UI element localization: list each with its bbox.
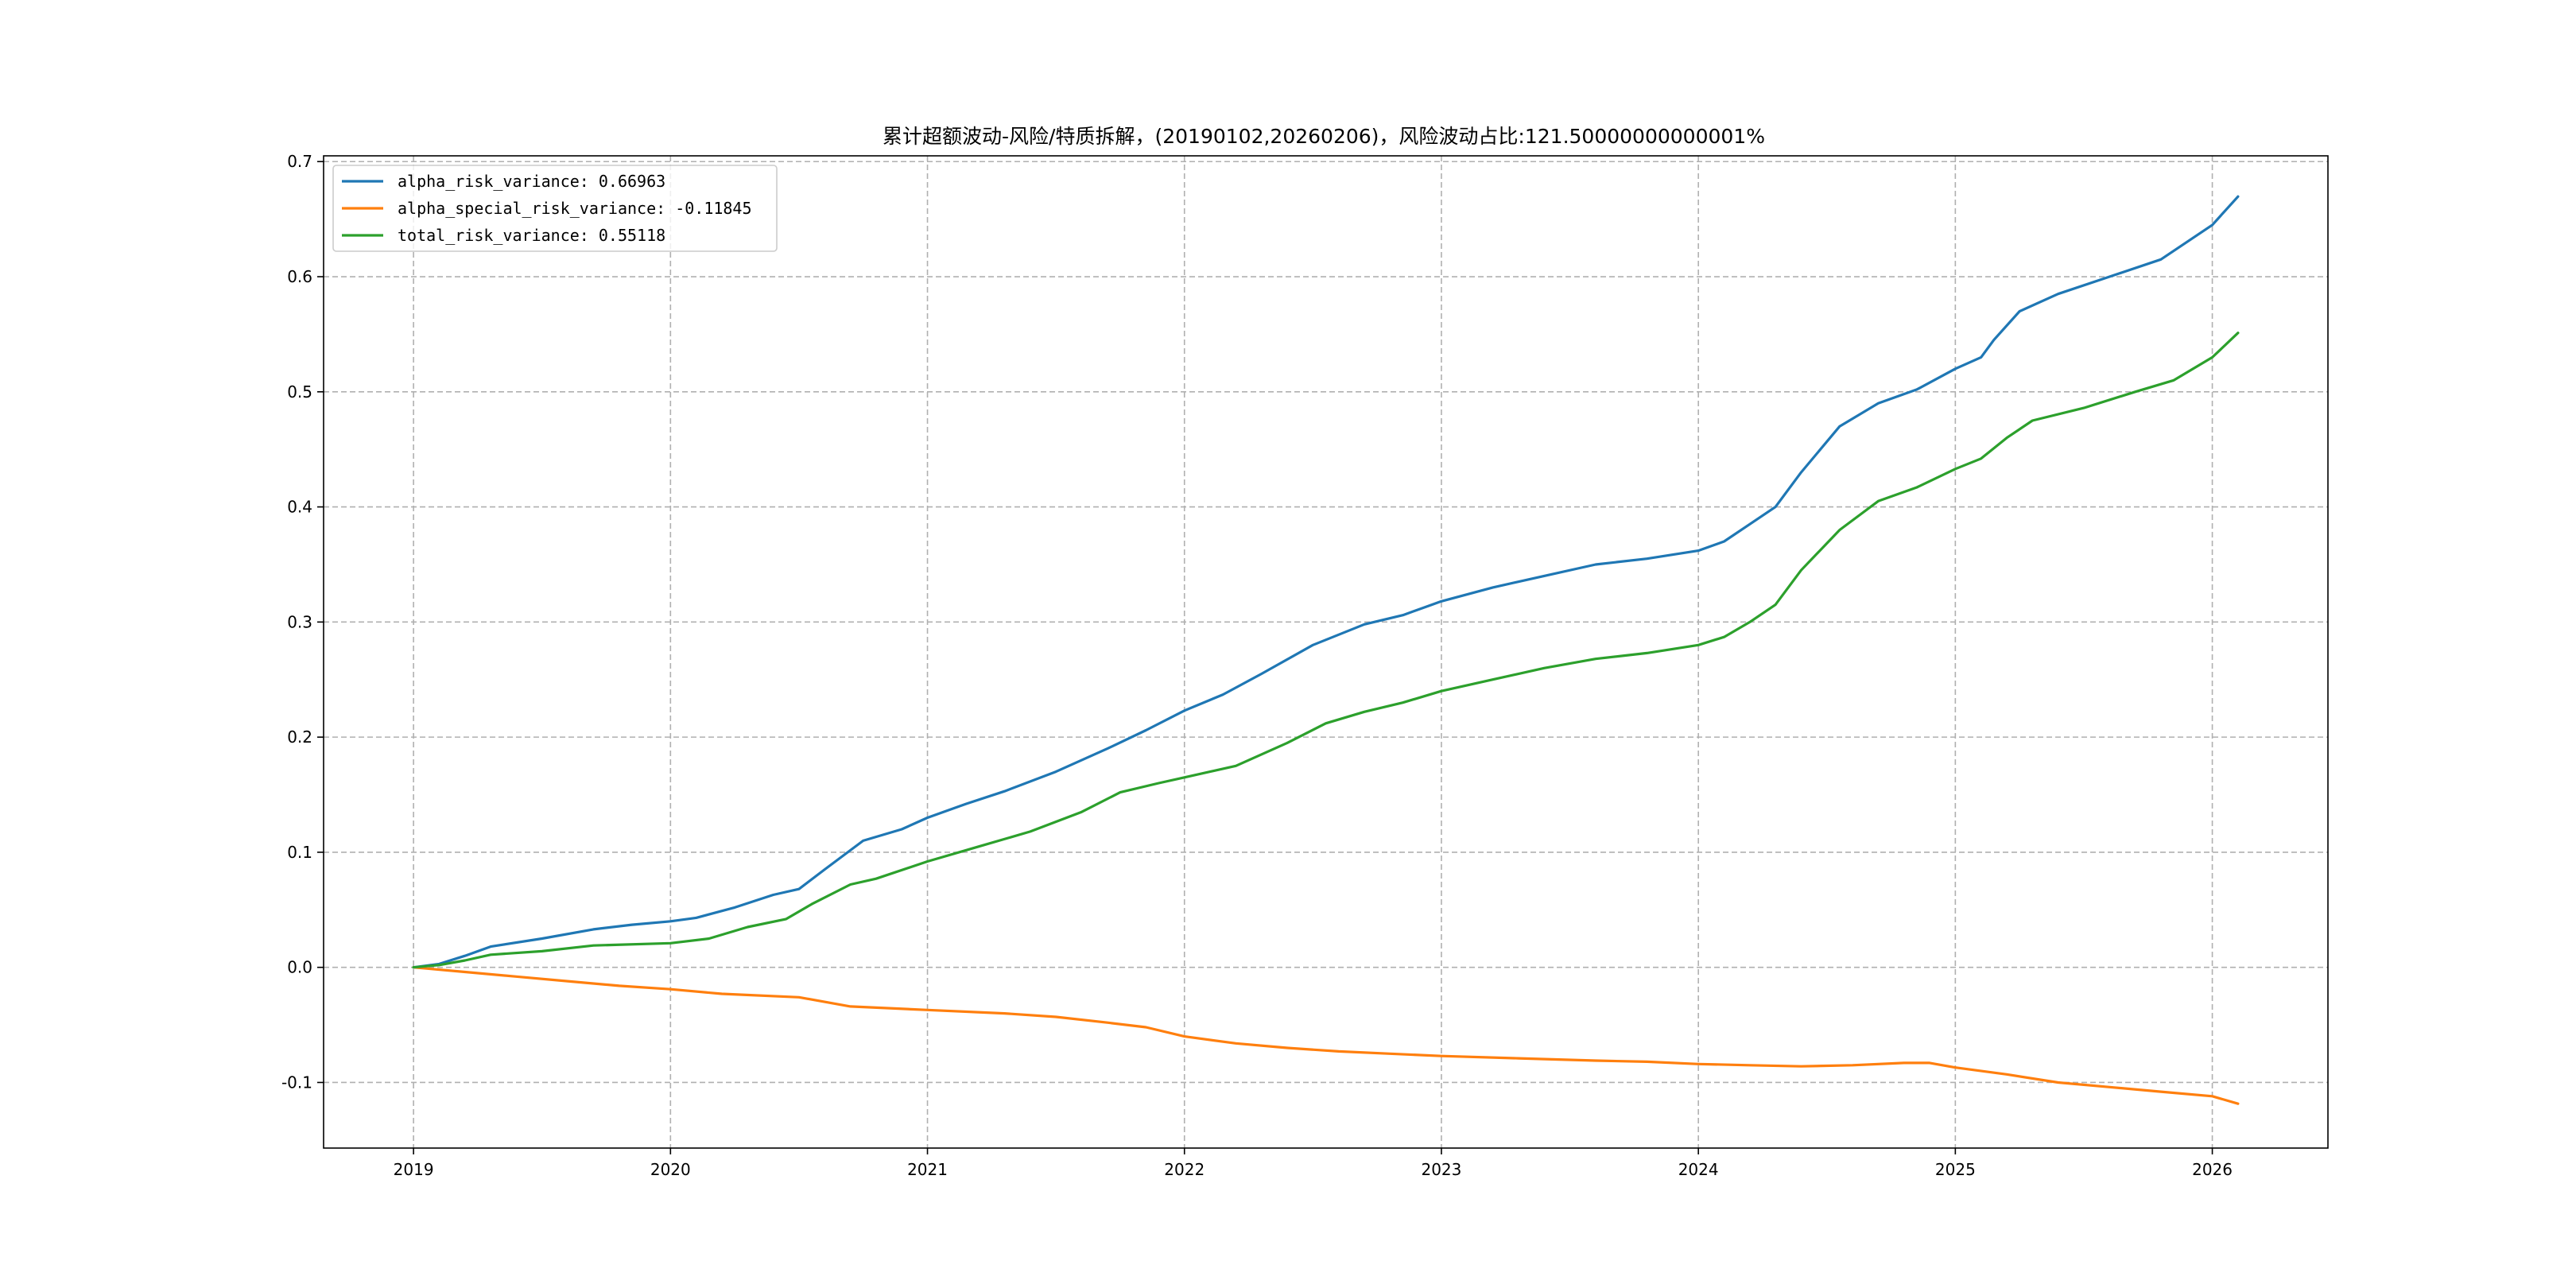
x-tick-label: 2021 [907, 1160, 948, 1179]
series-line-1 [412, 966, 2240, 1105]
chart-title: 累计超额波动-风险/特质拆解，(20190102,20260206)，风险波动占… [883, 125, 1765, 148]
x-tick-label: 2020 [650, 1160, 691, 1179]
y-tick-label: 0.6 [287, 267, 312, 286]
series-line-2 [412, 332, 2240, 969]
y-tick-label: 0.1 [287, 843, 312, 862]
y-tick-label: 0.5 [287, 382, 312, 402]
axis-ticks: 2019 2020 2021 2022 2023 2024 2025 2026 -0.1 0.0 0… [281, 152, 2233, 1179]
series-lines [412, 195, 2240, 1105]
plot-area-frame [323, 155, 2329, 1149]
x-tick-label: 2025 [1935, 1160, 1976, 1179]
y-tick-label: 0.3 [287, 612, 312, 631]
y-tick-label: 0.4 [287, 498, 312, 517]
legend-label-1: alpha_special_risk_variance: -0.11845 [398, 199, 752, 218]
legend: alpha_risk_variance: 0.66963 alpha_specia… [332, 165, 778, 252]
grid-lines [324, 156, 2328, 1148]
legend-box [332, 165, 778, 252]
x-tick-label: 2024 [1678, 1160, 1719, 1179]
x-tick-label: 2023 [1421, 1160, 1461, 1179]
y-tick-label: 0.0 [287, 958, 312, 977]
x-tick-label: 2019 [394, 1160, 434, 1179]
y-tick-label: -0.1 [281, 1073, 312, 1092]
y-tick-label: 0.2 [287, 727, 312, 747]
legend-label-0: alpha_risk_variance: 0.66963 [398, 172, 665, 191]
x-tick-label: 2022 [1164, 1160, 1205, 1179]
x-tick-label: 2026 [2192, 1160, 2233, 1179]
y-tick-label: 0.7 [287, 152, 312, 171]
series-line-0 [412, 195, 2240, 969]
legend-label-2: total_risk_variance: 0.55118 [398, 226, 665, 245]
